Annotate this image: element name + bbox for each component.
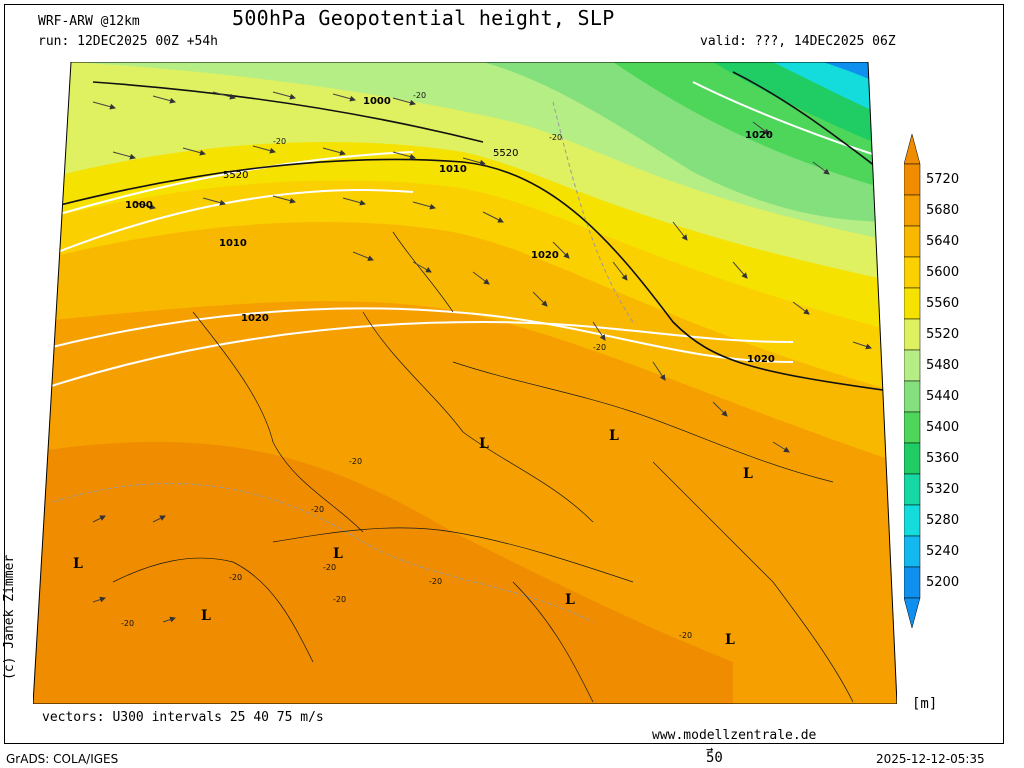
- map-outline: [33, 62, 897, 704]
- temp-label: -20: [349, 457, 362, 466]
- country-borders: [112, 231, 854, 703]
- colorbar-segment: [904, 194, 921, 227]
- plot-frame: [4, 4, 1004, 744]
- low-marker: L: [333, 546, 343, 562]
- colorbar-level-label: 5720: [926, 171, 960, 187]
- colorbar-level-label: 5320: [926, 481, 960, 497]
- colorbar-level-label: 5640: [926, 233, 960, 249]
- run-label: run: 12DEC2025 00Z +54h: [38, 34, 219, 49]
- reference-vector: → 50: [706, 742, 723, 766]
- colorbar-segment: [904, 287, 921, 320]
- temp-label: -20: [323, 563, 336, 572]
- colorbar: [904, 134, 921, 628]
- colorbar-level-label: 5240: [926, 543, 960, 559]
- colorbar-level-label: 5200: [926, 574, 960, 590]
- low-marker: L: [479, 436, 489, 452]
- colorbar-level-label: 5440: [926, 388, 960, 404]
- temp-label: -20: [429, 577, 442, 586]
- colorbar-segment: [904, 318, 921, 351]
- isobar-label: 1000: [125, 200, 153, 211]
- temperature-lines: [52, 101, 634, 623]
- height-labels: 5520 5520: [223, 148, 518, 181]
- colorbar-unit: [m]: [912, 696, 938, 712]
- colorbar-level-label: 5360: [926, 450, 960, 466]
- valid-time-label: valid: ???, 14DEC2025 06Z: [700, 34, 896, 49]
- isobar-label: 1020: [531, 250, 559, 261]
- temp-label: -20: [413, 91, 426, 100]
- colorbar-segment: [904, 380, 921, 413]
- isobar-labels: 1000 1010 1020 1020 1020 1020 1010 1000: [125, 96, 775, 365]
- colorbar-segment: [904, 349, 921, 382]
- map-title: 500hPa Geopotential height, SLP: [232, 6, 615, 30]
- temp-label: -20: [549, 133, 562, 142]
- low-pressure-markers: L L L L L L L L: [73, 428, 753, 648]
- isobar-label: 1020: [745, 130, 773, 141]
- colorbar-level-label: 5560: [926, 295, 960, 311]
- colorbar-segment: [904, 442, 921, 475]
- temp-label: -20: [121, 619, 134, 628]
- colorbar-segment: [904, 225, 921, 258]
- temp-label: -20: [311, 505, 324, 514]
- temp-label: -20: [229, 573, 242, 582]
- colorbar-segment: [904, 566, 921, 599]
- low-marker: L: [201, 608, 211, 624]
- colorbar-level-label: 5680: [926, 202, 960, 218]
- weather-map: 1000 1010 1020 1020 1020 1020 1010 1000 …: [33, 62, 897, 704]
- colorbar-top-arrow: [904, 134, 921, 165]
- colorbar-segment: [904, 504, 921, 537]
- author-credit: (c) Janek Zimmer: [2, 554, 17, 680]
- source-url[interactable]: www.modellzentrale.de: [652, 728, 817, 743]
- low-marker: L: [743, 466, 753, 482]
- temp-label: -20: [679, 631, 692, 640]
- isobar-label: 1000: [363, 96, 391, 107]
- low-marker: L: [73, 556, 83, 572]
- colorbar-level-label: 5600: [926, 264, 960, 280]
- colorbar-level-label: 5480: [926, 357, 960, 373]
- low-marker: L: [609, 428, 619, 444]
- colorbar-segment: [904, 535, 921, 568]
- colorbar-level-label: 5280: [926, 512, 960, 528]
- height-label: 5520: [223, 170, 248, 181]
- colorbar-segment: [904, 163, 921, 196]
- colorbar-segment: [904, 411, 921, 444]
- vectors-legend: vectors: U300 intervals 25 40 75 m/s: [42, 710, 324, 725]
- colorbar-level-label: 5400: [926, 419, 960, 435]
- isobar-label: 1020: [241, 313, 269, 324]
- low-marker: L: [725, 632, 735, 648]
- reference-vector-value: 50: [706, 750, 723, 766]
- temp-label: -20: [333, 595, 346, 604]
- software-credit: GrADS: COLA/IGES: [6, 752, 119, 766]
- colorbar-level-label: 5520: [926, 326, 960, 342]
- isobar-label: 1020: [747, 354, 775, 365]
- model-label: WRF-ARW @12km: [38, 14, 140, 29]
- colorbar-segment: [904, 256, 921, 289]
- isobar-label: 1010: [439, 164, 467, 175]
- temperature-labels: -20 -20 -20 -20 -20 -20 -20 -20 -20 -20 …: [121, 91, 692, 640]
- generation-timestamp: 2025-12-12-05:35: [876, 752, 985, 766]
- wind-vectors: [92, 91, 872, 623]
- height-contour-lines: [33, 71, 897, 393]
- temp-label: -20: [273, 137, 286, 146]
- temp-label: -20: [593, 343, 606, 352]
- height-label: 5520: [493, 148, 518, 159]
- low-marker: L: [565, 592, 575, 608]
- isobar-label: 1010: [219, 238, 247, 249]
- reference-vector-arrow-icon: →: [706, 742, 714, 756]
- colorbar-segment: [904, 473, 921, 506]
- colorbar-bottom-arrow: [904, 597, 921, 628]
